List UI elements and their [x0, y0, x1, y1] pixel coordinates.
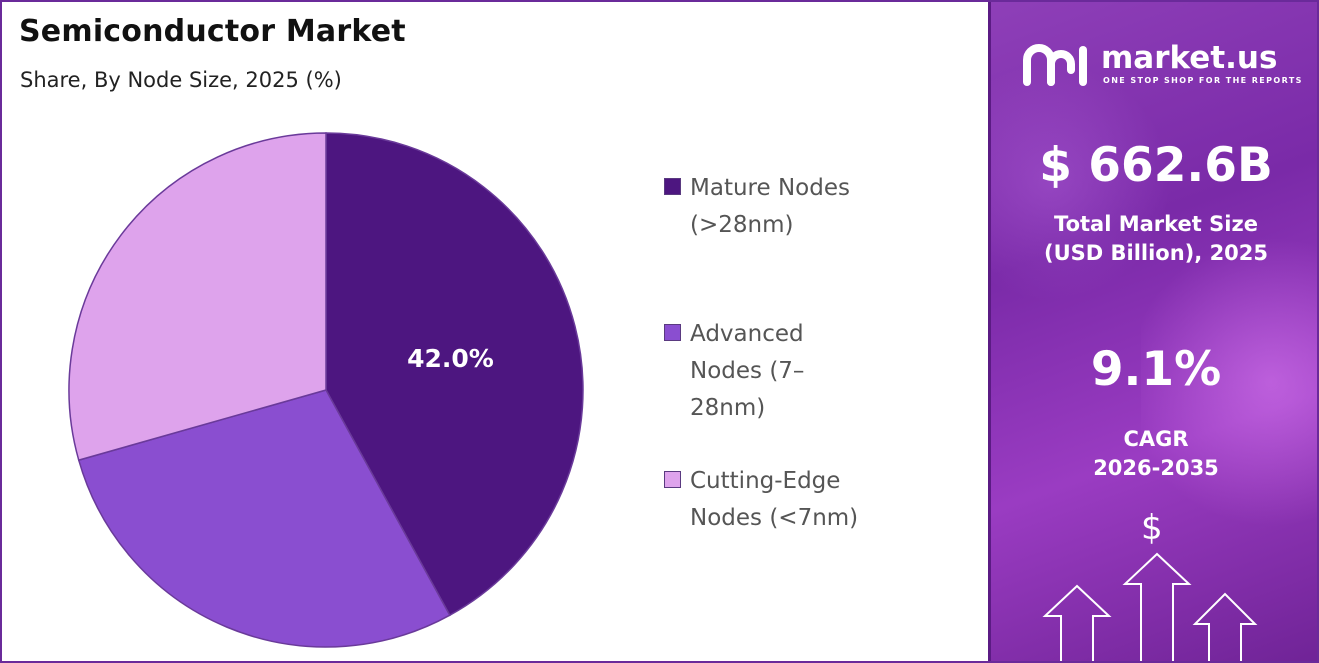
chart-title: Semiconductor Market — [19, 14, 406, 49]
brand-tagline: ONE STOP SHOP FOR THE REPORTS — [1103, 76, 1303, 85]
legend-item-mature: Mature Nodes (>28nm) — [664, 170, 894, 244]
legend-item-cutting-edge: Cutting-Edge Nodes (<7nm) — [664, 463, 894, 537]
dollar-icon: $ — [1141, 508, 1163, 548]
brand-name: market.us — [1101, 40, 1278, 76]
legend-label-mature: Mature Nodes (>28nm) — [690, 175, 850, 238]
up-arrow-icon — [1042, 584, 1112, 661]
legend-swatch-advanced — [664, 324, 681, 341]
market-size-label-line1: Total Market Size — [1054, 212, 1258, 236]
pie-data-label-mature: 42.0% — [407, 344, 494, 373]
legend-label-advanced: Advanced Nodes (7–28nm) — [690, 321, 805, 421]
market-size-label-line2: (USD Billion), 2025 — [1043, 241, 1269, 265]
brand-logo: market.us ONE STOP SHOP FOR THE REPORTS — [1023, 40, 1313, 90]
cagr-value: 9.1% — [1090, 342, 1222, 397]
up-arrow-icon — [1122, 552, 1192, 661]
market-us-logo-icon — [1023, 44, 1087, 86]
legend-swatch-mature — [664, 178, 681, 195]
chart-panel: Semiconductor Market Share, By Node Size… — [2, 2, 988, 661]
chart-subtitle: Share, By Node Size, 2025 (%) — [20, 68, 342, 92]
summary-sidebar: market.us ONE STOP SHOP FOR THE REPORTS … — [988, 2, 1317, 661]
pie-slice-mature — [325, 132, 584, 617]
pie-slice-cutting-edge — [68, 132, 327, 462]
legend-item-advanced: Advanced Nodes (7–28nm) — [664, 316, 894, 427]
cagr-label: CAGR — [1123, 427, 1189, 451]
legend-label-cutting-edge: Cutting-Edge Nodes (<7nm) — [690, 468, 859, 531]
up-arrow-icon — [1192, 592, 1258, 661]
pie-slice-advanced — [77, 389, 451, 648]
market-size-value: $ 662.6B — [1039, 138, 1273, 193]
growth-arrows — [1042, 552, 1258, 661]
cagr-period: 2026-2035 — [1093, 456, 1219, 480]
legend-swatch-cutting-edge — [664, 471, 681, 488]
pie-chart: 42.0% — [68, 132, 584, 648]
